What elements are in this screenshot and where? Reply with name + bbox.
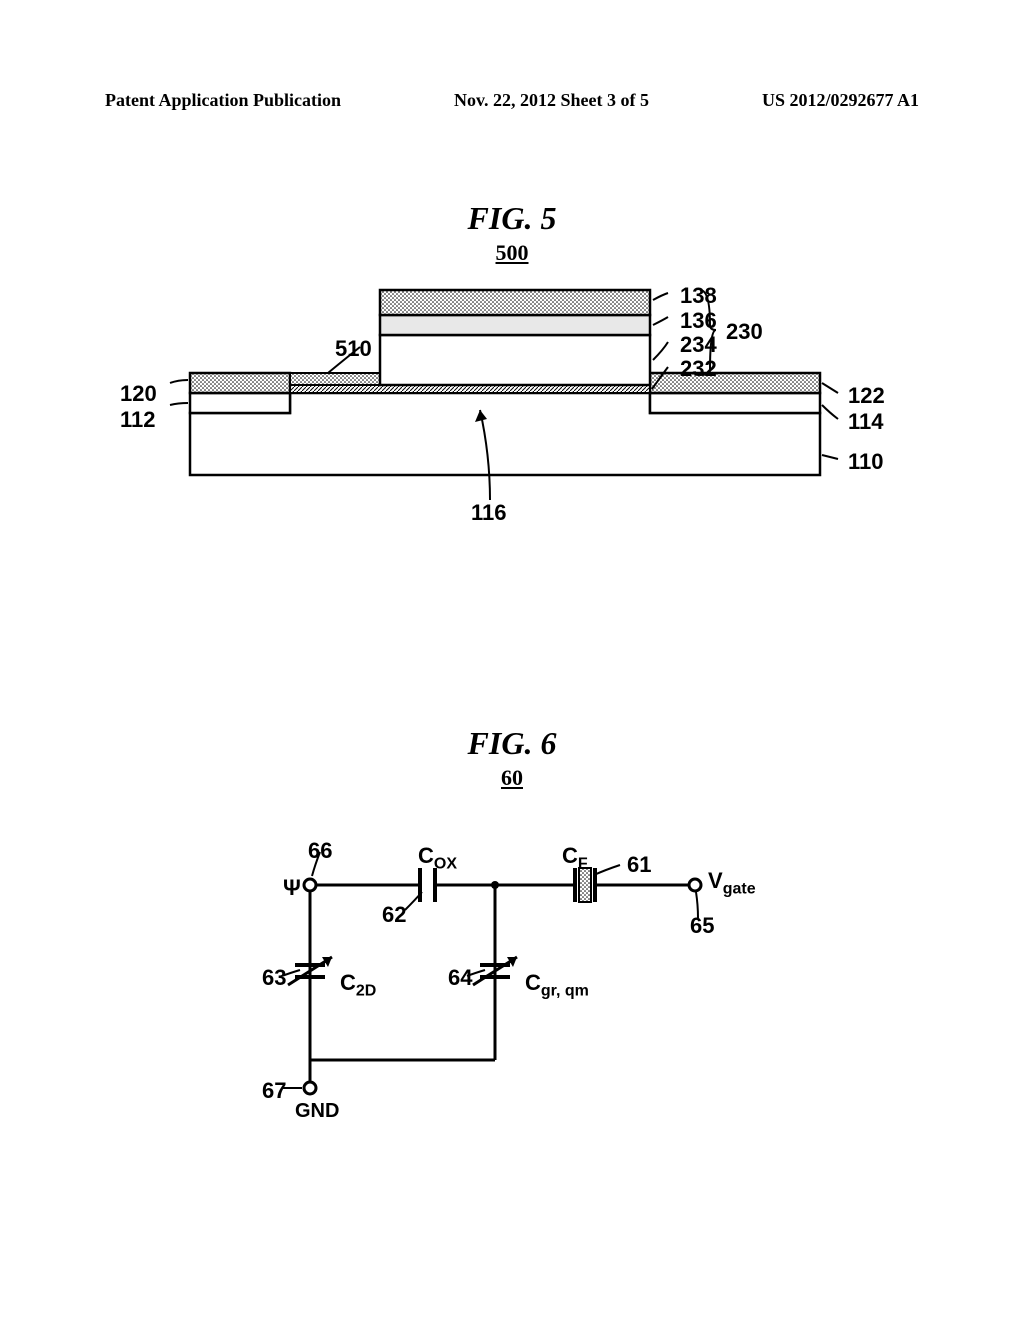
fig6-label-vgate-main: V <box>708 868 723 893</box>
fig6-label-61: 61 <box>627 852 651 878</box>
fig6-title: FIG. 6 <box>0 725 1024 762</box>
fig6-number: 60 <box>0 765 1024 791</box>
fig6-label-psi: Ψ <box>283 875 301 901</box>
fig6-label-cox: COX <box>418 843 457 873</box>
fig6-label-62: 62 <box>382 902 406 928</box>
fig6-label-c2d-main: C <box>340 970 356 995</box>
fig5-label-510: 510 <box>335 336 372 362</box>
fig6-label-cf-sub: F <box>578 855 588 872</box>
fig5-title: FIG. 5 <box>0 200 1024 237</box>
fig6-label-cgrqm: Cgr, qm <box>525 970 589 1000</box>
fig5-label-136: 136 <box>680 308 717 334</box>
fig5-diagram <box>190 275 830 520</box>
fig5-svg <box>190 275 830 515</box>
fig5-label-122: 122 <box>848 383 885 409</box>
fig5-label-116: 116 <box>471 500 507 526</box>
fig6-label-vgate-sub: gate <box>723 880 756 897</box>
fig6-label-c2d: C2D <box>340 970 376 1000</box>
fig6-label-65: 65 <box>690 913 714 939</box>
fig5-label-120: 120 <box>120 381 157 407</box>
header-left: Patent Application Publication <box>105 90 341 111</box>
fig5-label-114: 114 <box>848 409 884 435</box>
fig6-label-cgrqm-sub: gr, qm <box>541 982 589 999</box>
fig5-label-112: 112 <box>120 407 156 433</box>
fig5-label-232: 232 <box>680 356 717 382</box>
fig6-label-63: 63 <box>262 965 286 991</box>
fig6-label-cox-main: C <box>418 843 434 868</box>
page-header: Patent Application Publication Nov. 22, … <box>0 90 1024 111</box>
fig5-label-234: 234 <box>680 332 717 358</box>
fig6-label-66: 66 <box>308 838 332 864</box>
fig6-label-cf-main: C <box>562 843 578 868</box>
fig6-label-cf: CF <box>562 843 588 873</box>
fig5-label-110: 110 <box>848 449 884 475</box>
fig5-number: 500 <box>0 240 1024 266</box>
fig6-label-67: 67 <box>262 1078 286 1104</box>
fig6-label-cgrqm-main: C <box>525 970 541 995</box>
fig6-label-cox-sub: OX <box>434 855 457 872</box>
fig6-label-vgate: Vgate <box>708 868 756 898</box>
fig5-label-138: 138 <box>680 283 717 309</box>
fig6-label-64: 64 <box>448 965 472 991</box>
fig6-label-c2d-sub: 2D <box>356 982 376 999</box>
fig5-label-230: 230 <box>726 319 763 345</box>
header-center: Nov. 22, 2012 Sheet 3 of 5 <box>454 90 649 111</box>
fig6-label-gnd: GND <box>295 1100 339 1123</box>
header-right: US 2012/0292677 A1 <box>762 90 919 111</box>
